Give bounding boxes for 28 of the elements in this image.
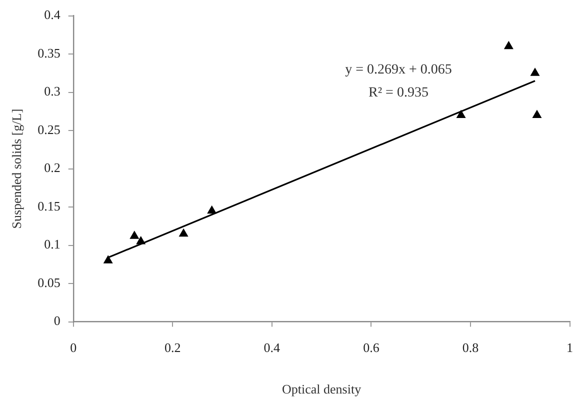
y-tick-label: 0.25 <box>38 122 60 137</box>
y-tick-label: 0.15 <box>38 198 60 214</box>
x-tick-label: 0 <box>70 340 77 356</box>
x-tick-label: 0.6 <box>363 340 380 356</box>
y-tick-label: 0.2 <box>44 160 60 176</box>
annotation: y = 0.269x + 0.065 <box>345 62 452 78</box>
y-tick-label: 0.05 <box>38 274 60 290</box>
x-axis-title: Optical density <box>282 382 362 397</box>
point <box>532 110 542 118</box>
point <box>207 206 216 214</box>
point <box>136 236 146 244</box>
point <box>456 110 466 118</box>
y-tick-label: 0.35 <box>38 45 60 60</box>
x-tick-label: 0.8 <box>462 340 479 356</box>
point <box>530 68 540 76</box>
y-tick-label: 0.3 <box>44 84 60 99</box>
point <box>130 231 139 239</box>
x-tick-label: 1 <box>566 340 573 356</box>
y-tick-label: 0 <box>54 313 60 328</box>
point <box>104 256 112 264</box>
annotation: R² = 0.935 <box>368 85 428 100</box>
y-axis-title: Suspended solids [g/L] <box>9 108 24 229</box>
point <box>504 41 514 50</box>
y-tick-label: 0.1 <box>44 236 60 252</box>
y-tick-label: 0.4 <box>44 7 61 22</box>
point <box>179 228 188 237</box>
x-tick-label: 0.2 <box>164 340 181 356</box>
x-tick-label: 0.4 <box>264 340 281 356</box>
